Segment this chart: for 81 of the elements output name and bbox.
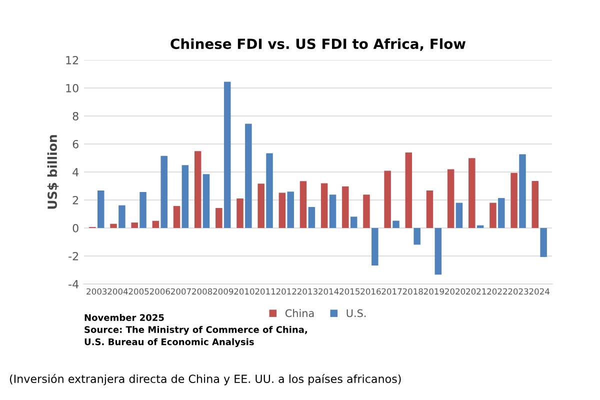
bar — [278, 192, 286, 228]
y-tick-label: 8 — [72, 112, 78, 120]
x-tick-label: 2016 — [360, 288, 381, 295]
x-tick-label: 2017 — [382, 288, 402, 295]
bar — [498, 198, 505, 228]
bar — [131, 222, 138, 228]
bar — [363, 194, 370, 228]
bar — [510, 172, 518, 228]
text: November 2025 — [84, 314, 164, 321]
x-tick-label: 2006 — [150, 288, 170, 295]
bar — [456, 202, 463, 228]
legend-label: China — [285, 309, 314, 318]
bar — [392, 220, 400, 228]
y-tick-label: -2 — [68, 252, 78, 260]
x-tick-label: 2021 — [466, 288, 486, 295]
y-tick-label: 0 — [72, 224, 78, 232]
x-tick-label: 2007 — [170, 288, 191, 295]
bar — [173, 206, 180, 228]
bar — [468, 158, 476, 228]
x-tick-label: 2019 — [424, 288, 444, 295]
x-tick-label: 2004 — [108, 288, 128, 295]
bar — [118, 205, 126, 228]
bar — [350, 216, 358, 228]
bar — [300, 181, 307, 228]
bar — [258, 184, 264, 228]
bar — [342, 186, 349, 228]
x-tick-label: 2020 — [445, 288, 466, 295]
bar — [182, 165, 189, 228]
y-tick-label: 12 — [66, 56, 78, 64]
bar — [287, 192, 294, 228]
x-tick-label: 2024 — [529, 288, 550, 295]
x-tick-label: 2005 — [128, 288, 149, 295]
x-tick-label: 2022 — [487, 288, 507, 295]
legend-label: U.S. — [346, 309, 366, 318]
x-tick-label: 2003 — [86, 288, 107, 295]
text: (Inversión extranjera directa de China y EE. UU. a los países africanos) — [10, 374, 401, 386]
y-tick-label: 2 — [72, 196, 78, 204]
chart-title: Chinese FDI vs. US FDI to Africa, Flow — [170, 38, 466, 51]
y-tick-label: 6 — [72, 140, 78, 148]
x-tick-label: 2010 — [234, 288, 254, 295]
bar — [426, 190, 434, 228]
bar — [490, 202, 496, 228]
x-tick-label: 2023 — [508, 288, 528, 295]
bar — [97, 190, 104, 228]
bar — [519, 154, 526, 228]
bar — [202, 174, 210, 228]
bar — [194, 151, 202, 228]
bar — [476, 225, 484, 228]
bar — [245, 124, 252, 228]
bar — [110, 224, 117, 228]
bar — [540, 228, 547, 257]
bar — [224, 82, 231, 228]
bar — [372, 228, 378, 266]
x-tick-label: 2008 — [192, 288, 212, 295]
bar — [447, 169, 454, 228]
bar — [152, 220, 160, 228]
bar — [414, 228, 420, 245]
y-axis-title: US$ billion — [47, 135, 59, 209]
bar — [405, 152, 412, 228]
bar — [434, 228, 442, 275]
source-note: Source: The Ministry of Commerce of China, U.S. Bureau of Economic Analysis — [84, 326, 307, 348]
bar — [160, 156, 168, 228]
bar — [236, 198, 244, 228]
y-tick-label: 10 — [66, 84, 78, 92]
bar — [320, 183, 328, 228]
bar — [266, 153, 273, 228]
x-tick-label: 2015 — [340, 288, 360, 295]
y-tick-label: -4 — [68, 280, 79, 288]
y-tick-label: 4 — [72, 168, 79, 176]
bar — [308, 207, 316, 228]
bar — [140, 192, 146, 228]
x-tick-label: 2013 — [297, 288, 318, 295]
bar — [532, 180, 539, 228]
bar — [384, 170, 391, 228]
x-tick-label: 2018 — [402, 288, 423, 295]
x-tick-label: 2009 — [213, 288, 234, 295]
bar — [329, 194, 336, 228]
bar — [216, 208, 222, 228]
x-tick-label: 2011 — [255, 288, 276, 295]
x-tick-label: 2014 — [318, 288, 339, 295]
x-tick-label: 2012 — [276, 288, 296, 295]
